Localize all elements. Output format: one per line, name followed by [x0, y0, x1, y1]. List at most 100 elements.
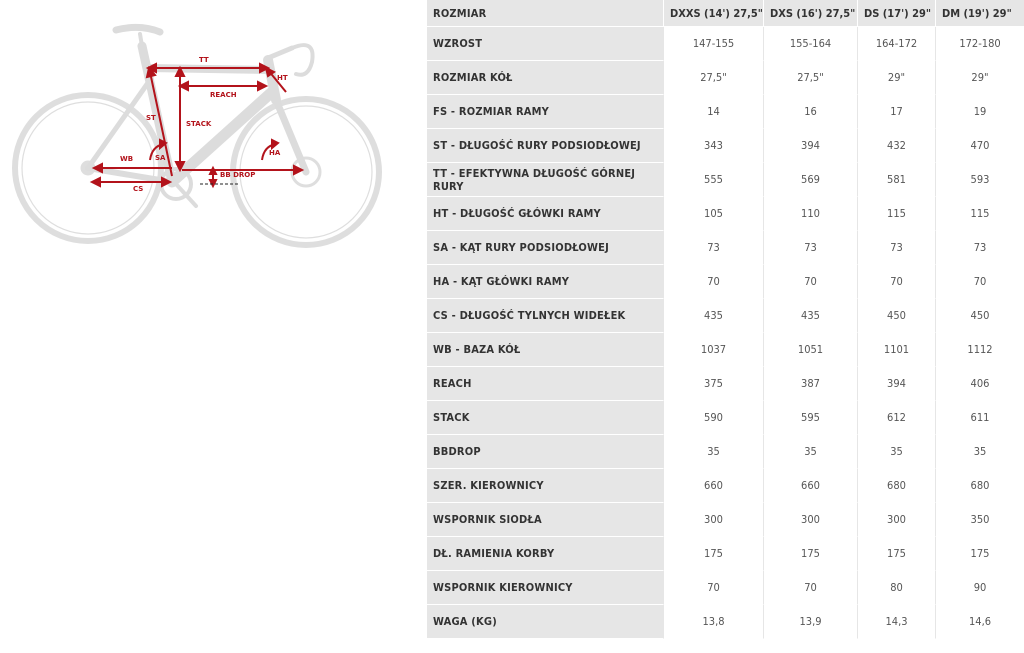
table-cell: 470	[935, 129, 1024, 163]
header-size-dxxs: DXXS (14') 27,5"	[663, 0, 763, 27]
table-cell: 80	[857, 571, 935, 605]
row-label: REACH	[427, 367, 663, 401]
table-body: WZROST 147-155 155-164 164-172 172-180 ROZMIA…	[427, 27, 1024, 639]
table-cell: 13,8	[663, 605, 763, 639]
table-cell: 13,9	[763, 605, 857, 639]
table-row: REACH 375 387 394 406	[427, 367, 1024, 401]
table-cell: 300	[763, 503, 857, 537]
header-size-dm: DM (19') 29"	[935, 0, 1024, 27]
table-cell: 115	[857, 197, 935, 231]
label-wb: WB	[120, 155, 133, 163]
table-row: WSPORNIK SIODŁA 300 300 300 350	[427, 503, 1024, 537]
table-cell: 19	[935, 95, 1024, 129]
table-row: ROZMIAR KÓŁ 27,5" 27,5" 29" 29"	[427, 61, 1024, 95]
table-cell: 14	[663, 95, 763, 129]
table-row: STACK 590 595 612 611	[427, 401, 1024, 435]
table-cell: 14,3	[857, 605, 935, 639]
table-cell: 406	[935, 367, 1024, 401]
header-size-dxs: DXS (16') 27,5"	[763, 0, 857, 27]
table-row: CS - DŁUGOŚĆ TYLNYCH WIDEŁEK 435 435 450 450	[427, 299, 1024, 333]
table-row: WAGA (KG) 13,8 13,9 14,3 14,6	[427, 605, 1024, 639]
table-cell: 27,5"	[663, 61, 763, 95]
table-row: TT - EFEKTYWNA DŁUGOŚĆ GÓRNEJ RURY 555 569…	[427, 163, 1024, 197]
table-cell: 680	[935, 469, 1024, 503]
table-cell: 110	[763, 197, 857, 231]
table-cell: 394	[763, 129, 857, 163]
table-cell: 70	[763, 265, 857, 299]
table-cell: 35	[935, 435, 1024, 469]
table-cell: 1112	[935, 333, 1024, 367]
row-label: BBDROP	[427, 435, 663, 469]
row-label: STACK	[427, 401, 663, 435]
table-row: HT - DŁUGOŚĆ GŁÓWKI RAMY 105 110 115 115	[427, 197, 1024, 231]
label-stack: STACK	[186, 120, 212, 128]
table-cell: 611	[935, 401, 1024, 435]
table-cell: 73	[935, 231, 1024, 265]
table-cell: 387	[763, 367, 857, 401]
label-tt: TT	[199, 56, 209, 64]
label-cs: CS	[133, 185, 143, 193]
row-label: WZROST	[427, 27, 663, 61]
label-reach: REACH	[210, 91, 237, 99]
table-cell: 73	[763, 231, 857, 265]
table-row: WB - BAZA KÓŁ 1037 1051 1101 1112	[427, 333, 1024, 367]
table-cell: 375	[663, 367, 763, 401]
table-cell: 70	[935, 265, 1024, 299]
row-label: DŁ. RAMIENIA KORBY	[427, 537, 663, 571]
table-cell: 175	[763, 537, 857, 571]
table-cell: 435	[763, 299, 857, 333]
table-cell: 300	[857, 503, 935, 537]
table-cell: 1037	[663, 333, 763, 367]
table-row: ST - DŁUGOŚĆ RURY PODSIODŁOWEJ 343 394 432 4…	[427, 129, 1024, 163]
table-cell: 175	[935, 537, 1024, 571]
label-bb-drop: BB DROP	[220, 171, 255, 179]
table-row: SZER. KIEROWNICY 660 660 680 680	[427, 469, 1024, 503]
table-cell: 73	[857, 231, 935, 265]
table-row: WSPORNIK KIEROWNICY 70 70 80 90	[427, 571, 1024, 605]
table-cell: 581	[857, 163, 935, 197]
table-cell: 1051	[763, 333, 857, 367]
row-label: ST - DŁUGOŚĆ RURY PODSIODŁOWEJ	[427, 129, 663, 163]
table-cell: 612	[857, 401, 935, 435]
table-cell: 350	[935, 503, 1024, 537]
table-cell: 569	[763, 163, 857, 197]
table-cell: 105	[663, 197, 763, 231]
table-cell: 35	[857, 435, 935, 469]
table-cell: 432	[857, 129, 935, 163]
row-label: SA - KĄT RURY PODSIODŁOWEJ	[427, 231, 663, 265]
table-cell: 593	[935, 163, 1024, 197]
table-cell: 175	[663, 537, 763, 571]
table-cell: 343	[663, 129, 763, 163]
row-label: WSPORNIK KIEROWNICY	[427, 571, 663, 605]
row-label: WB - BAZA KÓŁ	[427, 333, 663, 367]
header-size-label: ROZMIAR	[427, 0, 663, 27]
row-label: CS - DŁUGOŚĆ TYLNYCH WIDEŁEK	[427, 299, 663, 333]
row-label: WSPORNIK SIODŁA	[427, 503, 663, 537]
table-cell: 435	[663, 299, 763, 333]
table-cell: 115	[935, 197, 1024, 231]
table-cell: 660	[663, 469, 763, 503]
table-cell: 155-164	[763, 27, 857, 61]
table-cell: 29"	[857, 61, 935, 95]
table-cell: 29"	[935, 61, 1024, 95]
table-cell: 16	[763, 95, 857, 129]
table-cell: 555	[663, 163, 763, 197]
table-cell: 172-180	[935, 27, 1024, 61]
row-label: WAGA (KG)	[427, 605, 663, 639]
table-cell: 73	[663, 231, 763, 265]
table-cell: 450	[935, 299, 1024, 333]
row-label: HA - KĄT GŁÓWKI RAMY	[427, 265, 663, 299]
label-ht: HT	[277, 74, 288, 82]
table-cell: 17	[857, 95, 935, 129]
table-cell: 35	[663, 435, 763, 469]
table-cell: 590	[663, 401, 763, 435]
bike-frame	[85, 23, 315, 208]
table-cell: 70	[663, 265, 763, 299]
table-cell: 27,5"	[763, 61, 857, 95]
table-cell: 70	[663, 571, 763, 605]
bike-geometry-diagram: TT HT REACH ST STACK WB SA HA BB DROP CS	[12, 23, 382, 248]
table-cell: 680	[857, 469, 935, 503]
table-row: WZROST 147-155 155-164 164-172 172-180	[427, 27, 1024, 61]
table-cell: 394	[857, 367, 935, 401]
table-cell: 660	[763, 469, 857, 503]
